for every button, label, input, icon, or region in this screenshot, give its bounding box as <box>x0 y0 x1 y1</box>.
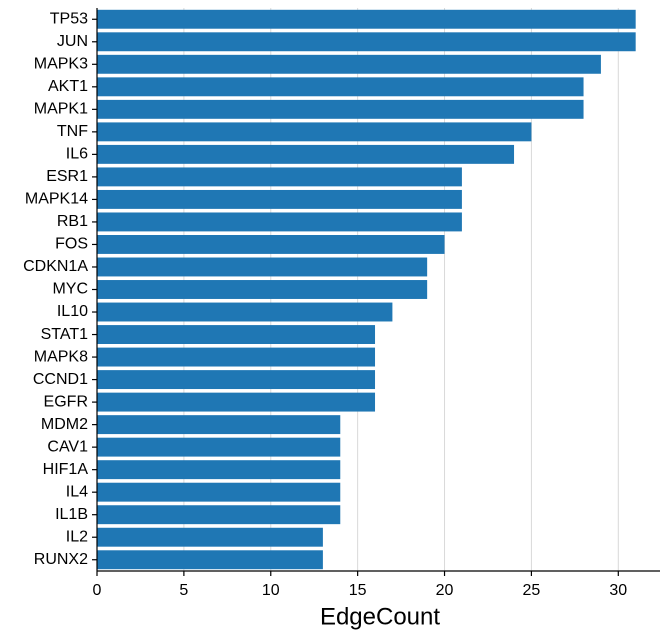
x-tick-label: 20 <box>436 582 454 599</box>
x-axis-label: EdgeCount <box>320 603 440 630</box>
y-tick-label: FOS <box>55 236 88 253</box>
y-tick-label: JUN <box>57 33 88 50</box>
x-tick-label: 30 <box>609 582 627 599</box>
bar <box>97 280 428 299</box>
bar <box>97 505 341 525</box>
bar <box>97 144 515 164</box>
bar <box>97 325 376 344</box>
y-tick-label: MAPK14 <box>25 191 88 208</box>
y-tick-label: MYC <box>52 281 88 298</box>
y-tick-label: MAPK8 <box>34 348 88 365</box>
y-tick-label: AKT1 <box>48 78 88 95</box>
bar <box>97 347 376 367</box>
y-tick-label: IL1B <box>55 506 88 523</box>
y-tick-label: EGFR <box>44 393 88 410</box>
bar <box>97 257 428 277</box>
x-tick-label: 25 <box>523 582 541 599</box>
y-tick-label: IL10 <box>57 303 88 320</box>
bar <box>97 122 532 142</box>
y-tick-label: TNF <box>57 123 88 140</box>
bar <box>97 302 393 322</box>
y-tick-label: CDKN1A <box>23 258 88 275</box>
bar <box>97 392 376 412</box>
x-tick-label: 5 <box>179 582 188 599</box>
bar <box>97 9 636 29</box>
bar <box>97 370 376 390</box>
x-tick-label: 15 <box>349 582 367 599</box>
bar <box>97 527 323 547</box>
bar <box>97 189 462 209</box>
x-tick-label: 0 <box>93 582 102 599</box>
y-tick-label: IL2 <box>66 528 88 545</box>
bar <box>97 167 462 187</box>
bar <box>97 212 462 232</box>
y-tick-label: TP53 <box>50 10 88 27</box>
bar <box>97 482 341 502</box>
y-tick-label: HIF1A <box>43 461 89 478</box>
y-tick-label: MAPK3 <box>34 56 88 73</box>
bar <box>97 415 341 435</box>
y-tick-label: RUNX2 <box>34 551 88 568</box>
y-tick-label: IL4 <box>66 483 88 500</box>
bar <box>97 437 341 457</box>
bar <box>97 54 601 74</box>
y-tick-label: MDM2 <box>41 416 88 433</box>
y-tick-label: IL6 <box>66 146 88 163</box>
bar <box>97 77 584 97</box>
bar <box>97 550 323 570</box>
y-tick-label: CCND1 <box>33 371 88 388</box>
y-tick-label: STAT1 <box>41 326 89 343</box>
y-tick-label: ESR1 <box>46 168 88 185</box>
bar <box>97 460 341 480</box>
y-tick-label: CAV1 <box>47 438 88 455</box>
bar <box>97 99 584 119</box>
x-tick-label: 10 <box>262 582 280 599</box>
y-tick-label: RB1 <box>57 213 88 230</box>
bar <box>97 235 445 254</box>
bar <box>97 32 636 52</box>
y-tick-label: MAPK1 <box>34 101 88 118</box>
